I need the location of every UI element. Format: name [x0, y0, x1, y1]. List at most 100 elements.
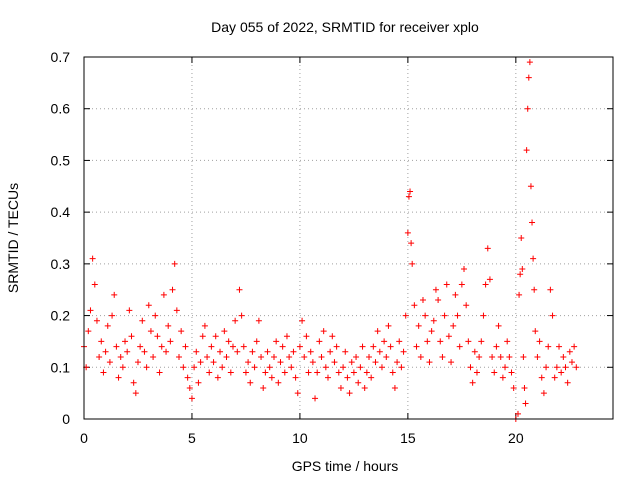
data-point [350, 369, 357, 376]
data-point [182, 343, 189, 350]
data-point [353, 353, 360, 360]
data-point [342, 348, 349, 355]
data-point [281, 369, 288, 376]
data-point [506, 353, 513, 360]
data-point [303, 333, 310, 340]
data-point [445, 333, 452, 340]
data-point [540, 390, 547, 397]
data-point [184, 374, 191, 381]
data-point [225, 338, 232, 345]
data-point [407, 188, 414, 195]
data-point [206, 369, 213, 376]
data-point [158, 343, 165, 350]
data-point [502, 364, 509, 371]
data-point [171, 260, 178, 267]
data-point [404, 229, 411, 236]
data-point [372, 359, 379, 366]
data-point [568, 359, 575, 366]
data-point [173, 307, 180, 314]
data-point [165, 322, 172, 329]
data-point [422, 312, 429, 319]
data-point [471, 348, 478, 355]
data-point [383, 353, 390, 360]
x-tick-label: 15 [400, 430, 416, 446]
data-point [525, 74, 532, 81]
data-point [424, 338, 431, 345]
data-point [370, 343, 377, 350]
data-point [301, 353, 308, 360]
data-point [521, 384, 528, 391]
data-point [337, 384, 344, 391]
data-point [195, 379, 202, 386]
data-point [290, 348, 297, 355]
data-point [283, 333, 290, 340]
data-point [357, 364, 364, 371]
data-point [517, 271, 524, 278]
data-point [536, 338, 543, 345]
data-point [417, 353, 424, 360]
data-point [391, 384, 398, 391]
data-point [545, 343, 552, 350]
data-point [262, 369, 269, 376]
data-point [495, 322, 502, 329]
y-tick-label: 0.7 [51, 49, 71, 65]
data-point [573, 364, 580, 371]
data-point [456, 343, 463, 350]
data-point [432, 286, 439, 293]
data-point [296, 343, 303, 350]
data-point [141, 348, 148, 355]
data-point [538, 374, 545, 381]
data-point [113, 343, 120, 350]
data-point [273, 338, 280, 345]
data-point [491, 369, 498, 376]
data-point [143, 364, 150, 371]
data-point [102, 348, 109, 355]
data-point [260, 384, 267, 391]
data-point [553, 364, 560, 371]
data-point [333, 343, 340, 350]
data-point [324, 374, 331, 381]
data-point [329, 333, 336, 340]
data-point [322, 364, 329, 371]
data-point [199, 333, 206, 340]
data-point [109, 312, 116, 319]
data-point [378, 364, 385, 371]
data-point [335, 369, 342, 376]
data-point [193, 348, 200, 355]
data-point [493, 343, 500, 350]
data-point [271, 353, 278, 360]
data-point [376, 348, 383, 355]
data-point [566, 348, 573, 355]
data-point [415, 322, 422, 329]
data-point [268, 374, 275, 381]
data-point [469, 379, 476, 386]
data-point [558, 369, 565, 376]
data-point [312, 395, 319, 402]
data-point [100, 369, 107, 376]
data-point [117, 353, 124, 360]
data-point [426, 359, 433, 366]
data-point [227, 369, 234, 376]
data-point [411, 302, 418, 309]
data-point [115, 374, 122, 381]
data-point [167, 338, 174, 345]
data-point [531, 286, 538, 293]
data-point [119, 364, 126, 371]
x-tick-label: 10 [292, 430, 308, 446]
data-point [180, 364, 187, 371]
data-point [520, 353, 527, 360]
data-point [130, 379, 137, 386]
data-point [465, 338, 472, 345]
data-point [402, 312, 409, 319]
data-point [359, 343, 366, 350]
data-point [526, 59, 533, 66]
data-point [145, 302, 152, 309]
data-point [318, 353, 325, 360]
data-point [499, 374, 506, 381]
data-point [508, 369, 515, 376]
data-point [387, 343, 394, 350]
data-point [255, 317, 262, 324]
data-point [461, 266, 468, 273]
data-point [277, 359, 284, 366]
